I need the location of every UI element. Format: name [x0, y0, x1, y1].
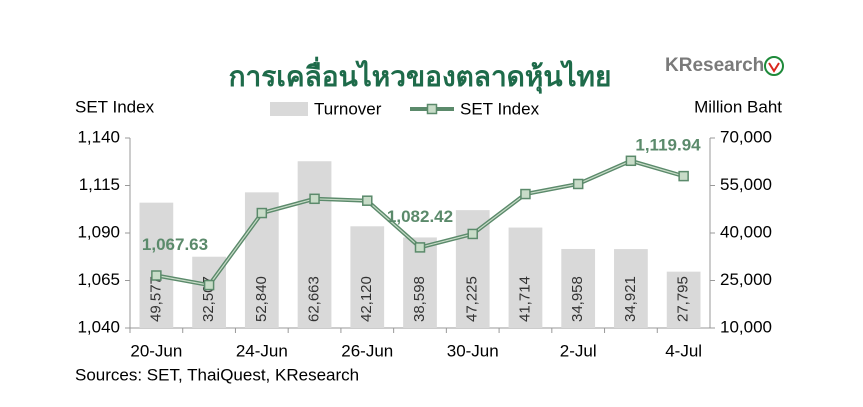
x-tick-label: 26-Jun	[341, 341, 393, 360]
logo: KResearch	[665, 55, 764, 76]
legend-label: SET Index	[460, 99, 540, 118]
y2-axis-label: Million Baht	[694, 97, 782, 116]
line-marker	[309, 193, 320, 205]
y-tick-label: 1,065	[77, 270, 120, 289]
x-tick-label: 30-Jun	[447, 341, 499, 360]
bar	[139, 202, 174, 328]
legend-swatch	[270, 102, 308, 116]
bar	[350, 226, 385, 328]
bar	[561, 248, 596, 328]
line-marker	[678, 170, 689, 182]
line-marker	[467, 228, 478, 240]
chart-title: การเคลื่อนไหวของตลาดหุ้นไทย	[229, 56, 612, 94]
line-marker	[256, 207, 268, 219]
y2-tick-label: 10,000	[720, 317, 772, 336]
line-marker	[520, 188, 531, 200]
bar-value-label: 49,577	[147, 276, 164, 322]
bar-value-label: 27,795	[675, 276, 692, 322]
y2-tick-label: 70,000	[720, 127, 772, 146]
legend-marker	[426, 103, 438, 115]
bar-value-label: 42,120	[358, 276, 375, 322]
logo-icon-mark	[768, 62, 780, 73]
bar-value-label: 41,714	[516, 276, 533, 322]
y2-tick-label: 25,000	[720, 270, 772, 289]
y-axis-label: SET Index	[75, 97, 155, 116]
legend-label: Turnover	[314, 99, 382, 118]
bar-value-label: 47,225	[464, 276, 481, 322]
line-marker	[362, 195, 373, 206]
x-tick-label: 4-Jul	[665, 341, 702, 360]
bar-value-label: 34,921	[622, 276, 639, 322]
y2-tick-label: 55,000	[720, 175, 772, 194]
bar	[614, 249, 648, 328]
bar-value-label: 38,598	[411, 276, 428, 322]
logo-icon	[764, 56, 784, 76]
bar-value-label: 52,840	[253, 276, 270, 322]
y-tick-label: 1,090	[77, 222, 120, 241]
bar	[508, 227, 543, 328]
bar	[297, 161, 332, 328]
y2-tick-label: 40,000	[720, 222, 772, 241]
y-tick-label: 1,115	[79, 175, 120, 194]
line-value-label: 1,082.42	[387, 207, 453, 226]
x-tick-label: 20-Jun	[130, 341, 182, 360]
line-marker	[151, 270, 162, 281]
line-value-label: 1,067.63	[142, 235, 208, 254]
y-tick-label: 1,140	[77, 127, 120, 146]
y-tick-label: 1,040	[77, 317, 120, 336]
bar	[666, 271, 701, 328]
x-tick-label: 24-Jun	[236, 341, 288, 360]
line-value-label: 1,119.94	[635, 136, 701, 155]
bar-value-label: 62,663	[306, 276, 323, 322]
bar-value-label: 34,958	[569, 276, 586, 322]
line-marker	[414, 242, 426, 253]
line-marker	[203, 279, 215, 291]
line-marker	[625, 155, 637, 167]
source: Sources: SET, ThaiQuest, KResearch	[75, 365, 359, 384]
line-marker	[572, 178, 584, 190]
x-tick-label: 2-Jul	[560, 341, 597, 360]
